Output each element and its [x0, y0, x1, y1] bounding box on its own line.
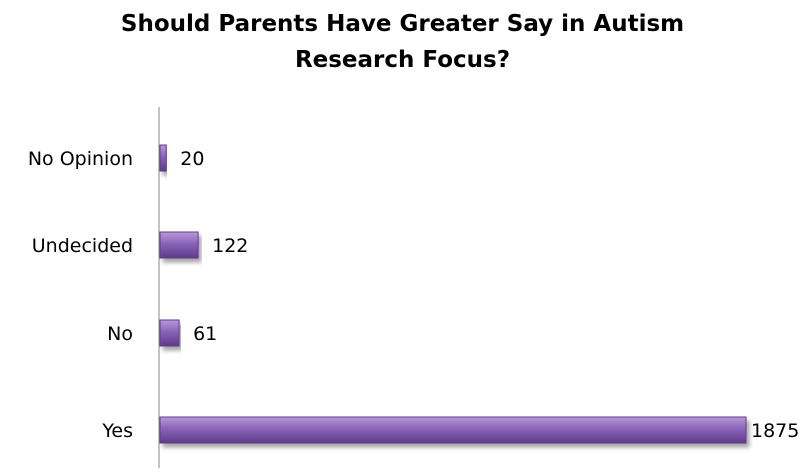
data-label-no-opinion: 20 — [180, 148, 204, 170]
category-label-no: No — [107, 323, 133, 345]
category-label-no-opinion: No Opinion — [28, 148, 133, 170]
bar-undecided — [159, 231, 199, 259]
labels-layer: No Opinion 20 Undecided 122 No 61 Yes 1875 — [28, 148, 800, 442]
chart-title: Should Parents Have Greater Say in Autis… — [120, 11, 685, 73]
category-label-yes: Yes — [101, 420, 133, 442]
bar-no-opinion — [159, 144, 167, 172]
bars-layer — [159, 144, 747, 444]
data-label-yes: 1875 — [751, 420, 799, 442]
bar-yes — [159, 416, 747, 444]
data-label-no: 61 — [193, 323, 217, 345]
bar-no — [159, 319, 180, 347]
data-label-undecided: 122 — [212, 235, 248, 257]
category-label-undecided: Undecided — [32, 235, 133, 257]
